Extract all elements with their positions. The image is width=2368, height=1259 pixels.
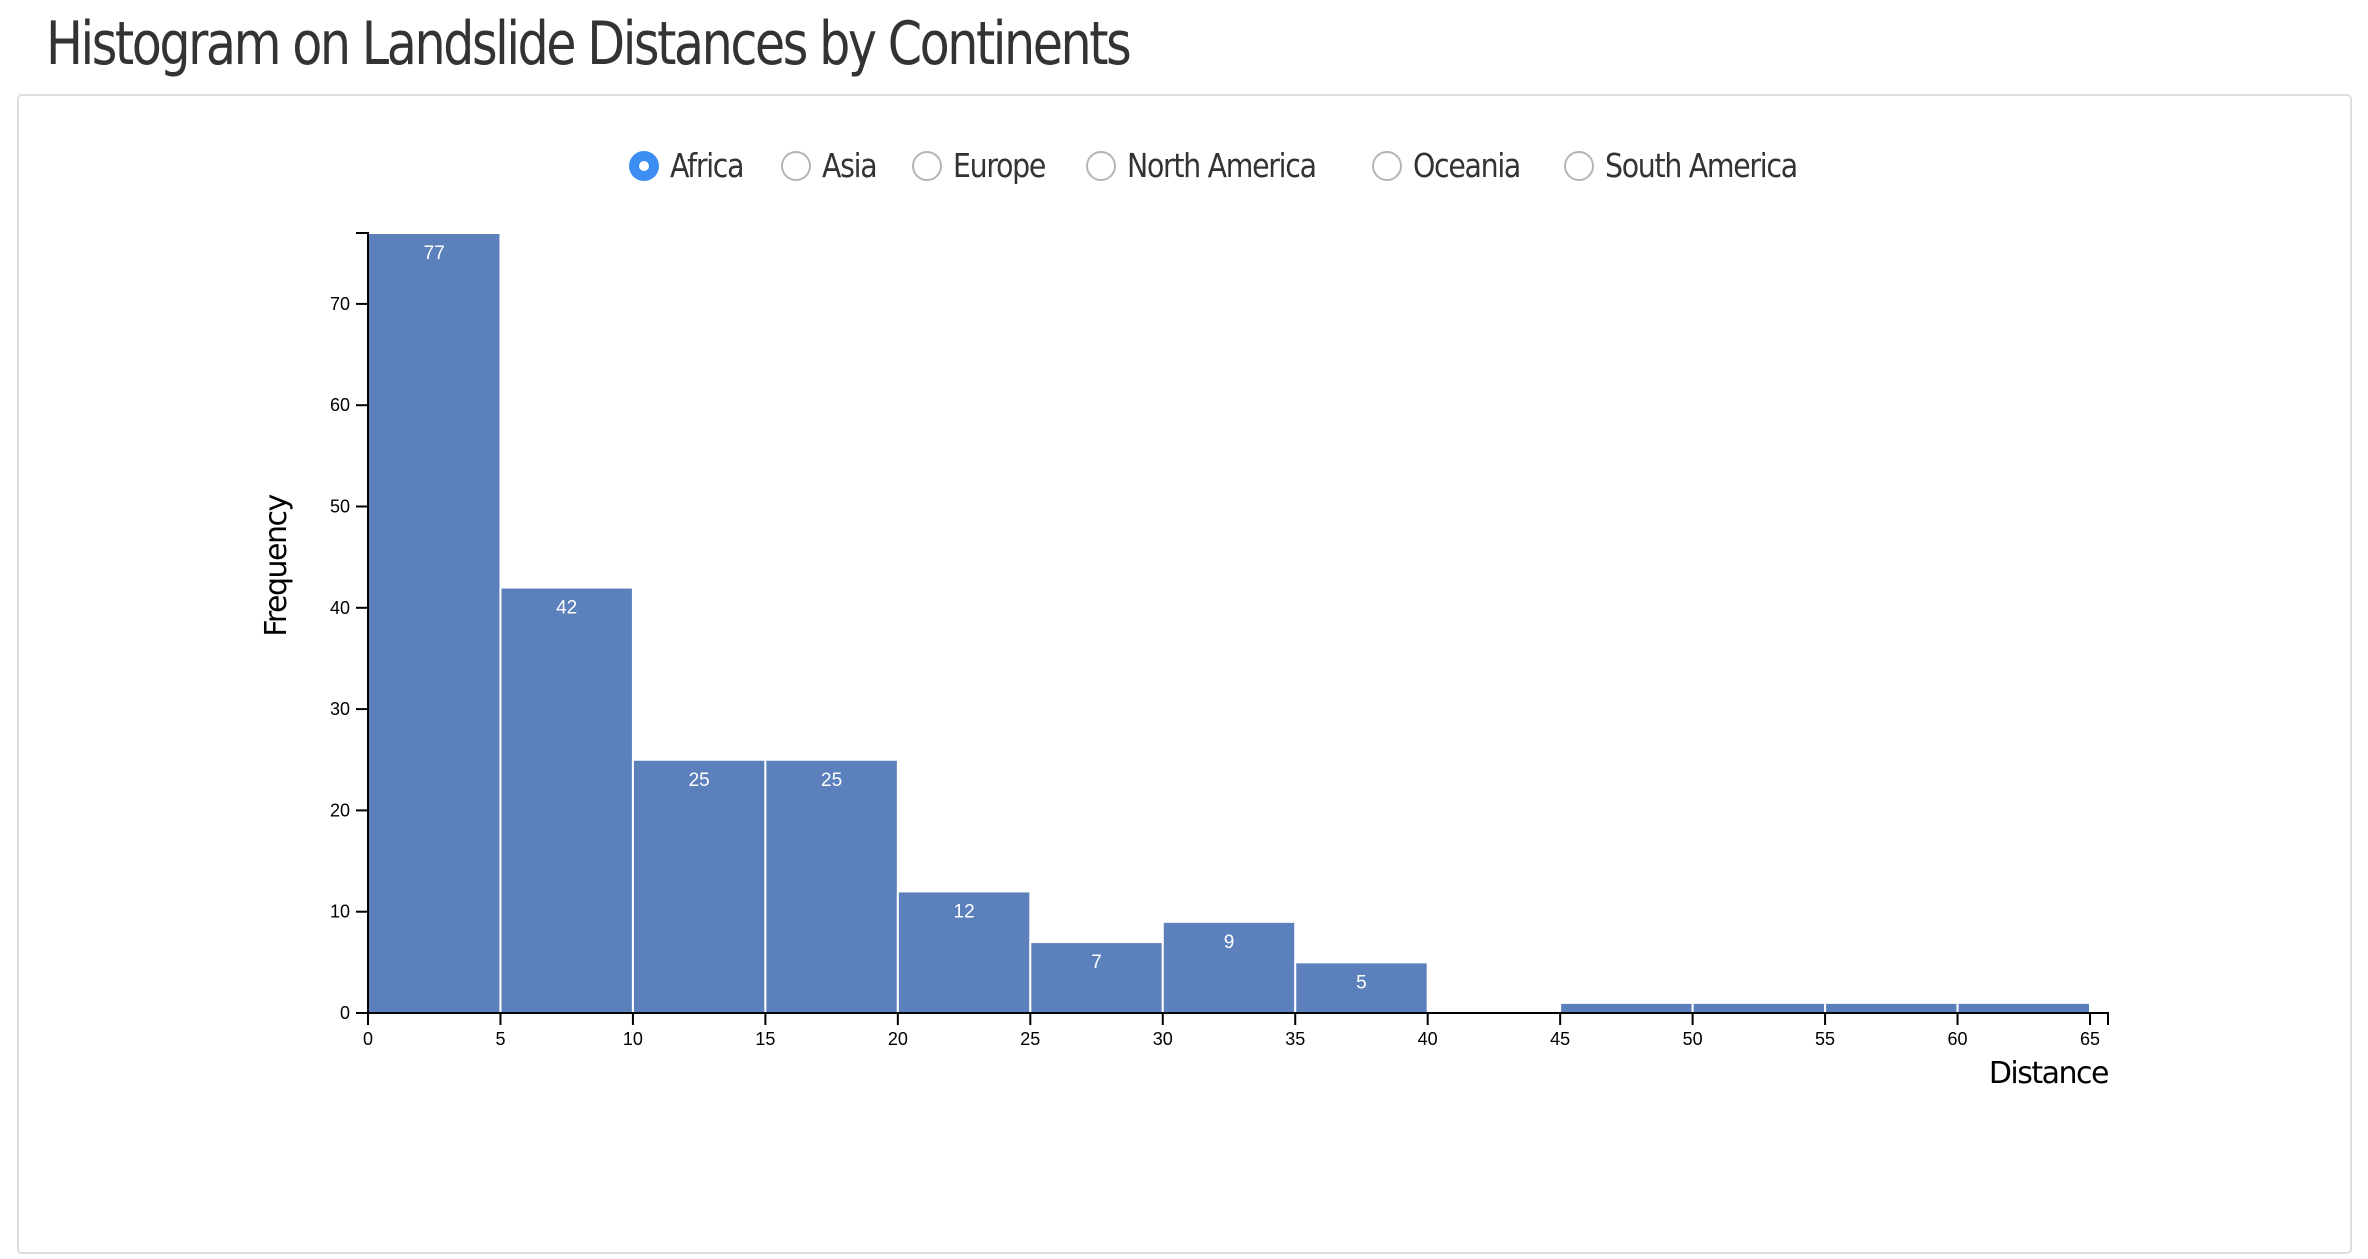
x-tick-label: 0 — [363, 1029, 373, 1049]
radio-option-south-america[interactable]: South America — [1563, 146, 1828, 185]
radio-label-south-america[interactable]: South America — [1604, 146, 1798, 185]
radio-button-oceania[interactable] — [1372, 150, 1403, 181]
radio-button-asia[interactable] — [781, 150, 812, 181]
y-tick-label: 10 — [330, 902, 350, 922]
y-tick-label: 30 — [330, 699, 350, 719]
x-axis-line — [367, 1012, 2109, 1025]
histogram-bar — [1294, 961, 1429, 1014]
x-tick-label: 60 — [1948, 1029, 1968, 1049]
histogram-bar — [367, 232, 502, 1014]
x-tick-label: 55 — [1815, 1029, 1835, 1049]
y-tick-label: 20 — [330, 800, 350, 820]
bar-value-label: 77 — [424, 243, 445, 264]
radio-option-asia[interactable]: Asia — [781, 146, 885, 185]
x-tick-label: 25 — [1020, 1029, 1040, 1049]
y-tick-label: 70 — [330, 294, 350, 314]
x-tick-label: 35 — [1285, 1029, 1305, 1049]
x-tick-label: 30 — [1153, 1029, 1173, 1049]
x-tick-label: 10 — [623, 1029, 643, 1049]
radio-option-north-america[interactable]: North America — [1085, 146, 1346, 185]
y-tick-label: 50 — [330, 497, 350, 517]
radio-label-oceania[interactable]: Oceania — [1413, 146, 1521, 185]
histogram-bar — [896, 890, 1032, 1014]
bar-value-label: 9 — [1224, 932, 1235, 953]
y-tick-label: 60 — [330, 395, 350, 415]
radio-label-asia[interactable]: Asia — [822, 146, 878, 185]
histogram-bar — [631, 758, 767, 1014]
bar-value-label: 12 — [954, 901, 975, 922]
x-tick-label: 65 — [2080, 1029, 2100, 1049]
histogram-bar — [1956, 1001, 2091, 1014]
bar-value-label: 5 — [1356, 972, 1367, 993]
histogram-bar — [764, 758, 899, 1014]
y-axis-title: Frequency — [259, 495, 294, 637]
radio-button-africa[interactable] — [629, 150, 660, 181]
x-tick-label: 40 — [1418, 1029, 1438, 1049]
x-axis-title: Distance — [1989, 1056, 2108, 1091]
radio-button-south-america[interactable] — [1563, 150, 1594, 181]
continent-radio-group: Africa Asia Europe North America Oceania Sout… — [0, 146, 2368, 185]
y-tick-label: 0 — [340, 1003, 350, 1023]
radio-option-europe[interactable]: Europe — [911, 146, 1060, 185]
histogram-bar — [1691, 1001, 1827, 1014]
x-tick-label: 20 — [888, 1029, 908, 1049]
radio-option-oceania[interactable]: Oceania — [1372, 146, 1537, 185]
x-tick-label: 15 — [755, 1029, 775, 1049]
histogram-bar — [1559, 1001, 1694, 1014]
radio-label-north-america[interactable]: North America — [1126, 146, 1317, 185]
radio-button-north-america[interactable] — [1085, 150, 1116, 181]
bar-value-label: 42 — [556, 598, 577, 619]
x-tick-label: 50 — [1683, 1029, 1703, 1049]
radio-label-europe[interactable]: Europe — [952, 146, 1046, 185]
radio-option-africa[interactable]: Africa — [629, 146, 755, 185]
bar-value-label: 7 — [1091, 952, 1102, 973]
bar-value-label: 25 — [821, 770, 842, 791]
page-title: Histogram on Landslide Distances by Cont… — [46, 9, 1132, 79]
y-axis-line — [356, 232, 369, 1014]
radio-button-europe[interactable] — [911, 150, 942, 181]
x-tick-label: 45 — [1550, 1029, 1570, 1049]
histogram-bar — [1824, 1001, 1959, 1014]
bar-value-label: 25 — [689, 770, 710, 791]
x-tick-label: 5 — [495, 1029, 505, 1049]
histogram-bar — [499, 586, 634, 1015]
radio-label-africa[interactable]: Africa — [670, 146, 744, 185]
histogram-bar — [1161, 920, 1297, 1015]
y-tick-label: 40 — [330, 598, 350, 618]
